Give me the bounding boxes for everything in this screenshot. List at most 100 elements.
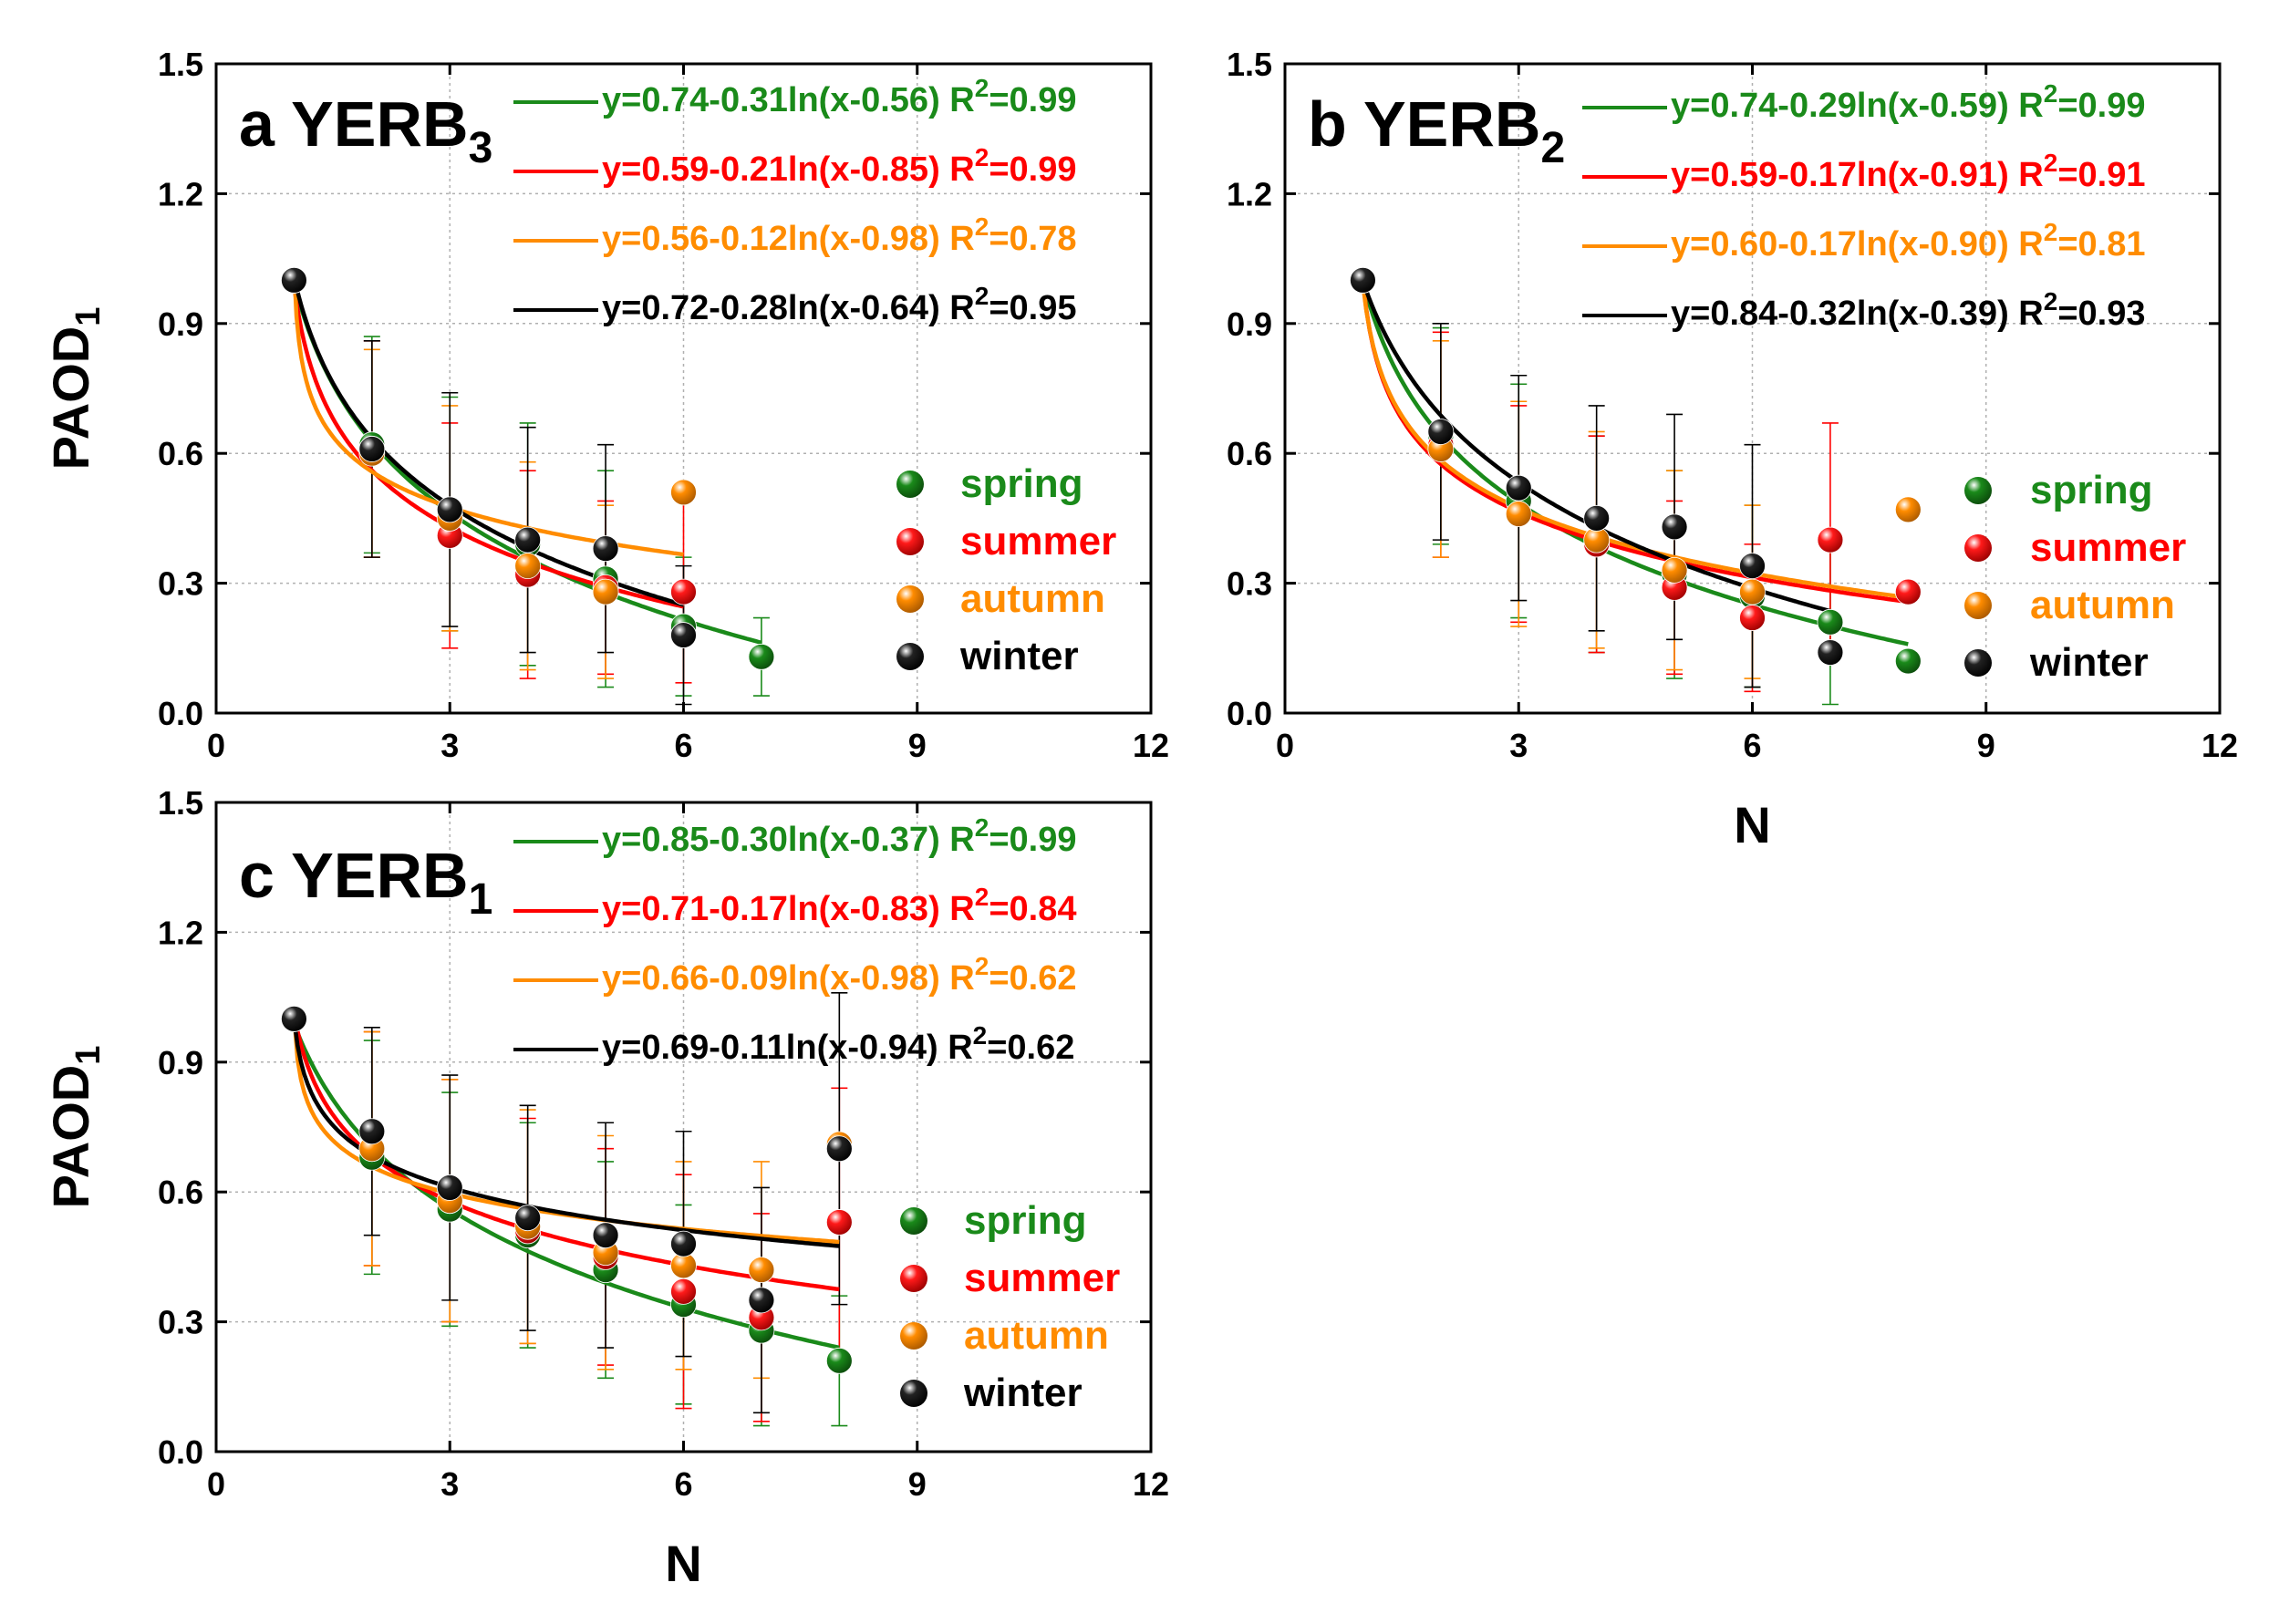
data-point-winter	[358, 1118, 386, 1145]
x-tick-label: 0	[207, 727, 225, 764]
data-point-winter	[1505, 474, 1532, 502]
r2-value: =0.95	[989, 289, 1076, 327]
legend-label-spring: spring	[964, 1198, 1086, 1243]
x-tick-label: 0	[207, 1465, 225, 1503]
x-tick-label: 3	[440, 1465, 459, 1503]
data-point-autumn	[1661, 556, 1688, 584]
legend-marker-spring	[896, 471, 924, 498]
r2-prefix: R	[949, 81, 974, 119]
data-point-spring	[748, 643, 775, 670]
legend-label-winter: winter	[959, 634, 1079, 678]
r2-value: =0.99	[989, 81, 1076, 119]
r2-prefix: R	[949, 890, 974, 928]
fit-curve-summer	[1361, 280, 1909, 605]
fit-equation-summer: y=0.71-0.17ln(x-0.83) R2=0.84	[602, 883, 1076, 928]
y-tick-label: 0.9	[1227, 305, 1272, 343]
x-tick-label: 0	[1276, 727, 1294, 764]
panel-title: b YERB2	[1308, 88, 1565, 172]
legend-label-winter: winter	[963, 1371, 1083, 1415]
r2-sup: 2	[2044, 149, 2058, 177]
x-tick-label: 6	[674, 727, 692, 764]
r2-value: =0.84	[989, 890, 1076, 928]
fit-curve-spring	[292, 1022, 840, 1350]
fit-curve-summer	[292, 1013, 840, 1292]
data-point-winter	[1583, 505, 1611, 532]
legend-marker-autumn	[900, 1322, 927, 1350]
data-point-autumn	[1505, 501, 1532, 528]
data-point-winter	[436, 1174, 463, 1201]
r2-sup: 2	[2044, 79, 2058, 108]
r2-prefix: R	[949, 150, 974, 189]
r2-prefix: R	[2018, 156, 2043, 194]
r2-sup: 2	[975, 74, 989, 102]
r2-sup: 2	[2044, 287, 2058, 315]
x-tick-label: 9	[908, 1465, 927, 1503]
r2-value: =0.99	[989, 150, 1076, 189]
fit-equation-winter: y=0.69-0.11ln(x-0.94) R2=0.62	[602, 1021, 1074, 1067]
data-point-winter	[358, 436, 386, 462]
data-point-spring	[1817, 608, 1844, 636]
legend-label-summer: summer	[2030, 525, 2186, 570]
x-tick-label: 3	[440, 727, 459, 764]
r2-prefix: R	[949, 959, 974, 998]
y-tick-label: 0.6	[1227, 435, 1272, 472]
fit-equation-spring: y=0.85-0.30ln(x-0.37) R2=0.99	[602, 813, 1076, 859]
x-tick-label: 9	[1977, 727, 1995, 764]
legend-marker-winter	[900, 1380, 927, 1407]
x-tick-label: 12	[1133, 1465, 1169, 1503]
data-point-winter	[825, 1135, 853, 1163]
panel-title: a YERB3	[239, 88, 492, 172]
y-tick-label: 1.2	[1227, 175, 1272, 212]
legend-marker-summer	[1964, 534, 1992, 562]
legend-marker-autumn	[1964, 592, 1992, 619]
legend-label-autumn: autumn	[2030, 583, 2175, 627]
fit-equation-spring: y=0.74-0.31ln(x-0.56) R2=0.99	[602, 74, 1076, 119]
data-point-winter	[670, 622, 697, 648]
data-point-summer	[670, 578, 697, 605]
panel-title-sub: 3	[469, 124, 493, 172]
x-tick-label: 12	[2202, 727, 2238, 764]
fit-equation-text: y=0.59-0.21ln(x-0.85)	[602, 150, 949, 189]
y-tick-label: 0.6	[158, 435, 203, 472]
x-tick-label: 9	[908, 727, 927, 764]
data-point-summer	[670, 1277, 697, 1305]
fit-equation-summer: y=0.59-0.17ln(x-0.91) R2=0.91	[1671, 149, 2145, 194]
r2-sup: 2	[975, 952, 989, 980]
x-axis-title: N	[1734, 796, 1770, 853]
panel-title-sub: 2	[1540, 124, 1565, 172]
y-tick-label: 0.0	[158, 695, 203, 732]
data-point-winter	[670, 1230, 697, 1257]
fit-equation-winter: y=0.72-0.28ln(x-0.64) R2=0.95	[602, 282, 1076, 327]
fit-equation-spring: y=0.74-0.29ln(x-0.59) R2=0.99	[1671, 79, 2145, 125]
data-point-autumn	[670, 479, 697, 506]
y-tick-label: 0.3	[158, 1304, 203, 1341]
fit-equation-text: y=0.85-0.30ln(x-0.37)	[602, 821, 949, 859]
fit-equation-text: y=0.60-0.17ln(x-0.90)	[1671, 225, 2018, 264]
fit-equation-text: y=0.59-0.17ln(x-0.91)	[1671, 156, 2018, 194]
fit-curve-summer	[292, 284, 684, 609]
r2-prefix: R	[949, 821, 974, 859]
r2-prefix: R	[2018, 87, 2043, 125]
panel-title: c YERB1	[239, 840, 492, 924]
y-tick-label: 0.9	[158, 1044, 203, 1081]
legend-marker-winter	[896, 643, 924, 670]
data-point-autumn	[1894, 496, 1922, 523]
data-point-winter	[1661, 513, 1688, 541]
r2-value: =0.78	[989, 220, 1076, 258]
x-tick-label: 6	[1743, 727, 1761, 764]
x-tick-label: 6	[674, 1465, 692, 1503]
data-point-winter	[1427, 419, 1455, 445]
r2-prefix: R	[949, 289, 974, 327]
legend-marker-summer	[900, 1265, 927, 1292]
y-tick-label: 1.5	[158, 46, 203, 83]
fit-equation-text: y=0.66-0.09ln(x-0.98)	[602, 959, 949, 998]
fit-curve-autumn	[1361, 284, 1909, 600]
y-tick-label: 1.5	[1227, 46, 1272, 83]
legend-label-spring: spring	[960, 461, 1083, 506]
chart-panel-b: 0 3 6 9 12 0.0 0.3 0.6 0.9 1.2 1.5 Nb YERB2 y=0.74-0…	[1227, 46, 2238, 853]
r2-value: =0.99	[2057, 87, 2145, 125]
legend-label-spring: spring	[2030, 468, 2152, 512]
fit-curve-autumn	[292, 267, 684, 557]
y-tick-label: 1.5	[158, 784, 203, 822]
